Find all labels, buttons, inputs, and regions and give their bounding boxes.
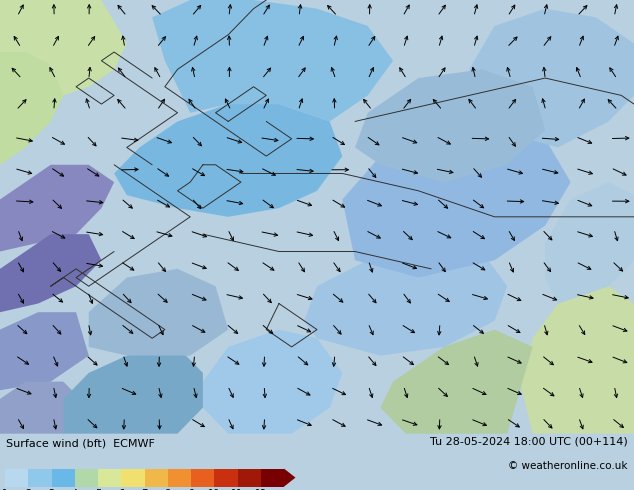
Bar bbox=[191, 468, 214, 487]
Polygon shape bbox=[152, 0, 393, 122]
Polygon shape bbox=[63, 347, 203, 434]
Text: 3: 3 bbox=[49, 489, 55, 490]
Text: 12: 12 bbox=[255, 489, 267, 490]
Polygon shape bbox=[545, 182, 634, 304]
Text: 1: 1 bbox=[2, 489, 8, 490]
Polygon shape bbox=[114, 104, 342, 217]
Polygon shape bbox=[0, 234, 101, 312]
Polygon shape bbox=[0, 312, 89, 390]
Text: 5: 5 bbox=[95, 489, 101, 490]
Polygon shape bbox=[284, 468, 295, 487]
Polygon shape bbox=[520, 286, 634, 434]
Text: 10: 10 bbox=[208, 489, 221, 490]
Bar bbox=[214, 468, 238, 487]
Bar bbox=[75, 468, 98, 487]
Bar bbox=[145, 468, 168, 487]
Polygon shape bbox=[0, 52, 63, 165]
Bar bbox=[238, 468, 261, 487]
Bar bbox=[29, 468, 51, 487]
Polygon shape bbox=[380, 330, 533, 434]
Bar bbox=[121, 468, 145, 487]
Bar bbox=[5, 468, 29, 487]
Polygon shape bbox=[0, 0, 127, 96]
Bar bbox=[168, 468, 191, 487]
Text: Surface wind (bft)  ECMWF: Surface wind (bft) ECMWF bbox=[6, 438, 155, 448]
Text: 7: 7 bbox=[141, 489, 148, 490]
Polygon shape bbox=[469, 9, 634, 147]
Text: © weatheronline.co.uk: © weatheronline.co.uk bbox=[508, 461, 628, 471]
Polygon shape bbox=[304, 243, 507, 356]
Text: Tu 28-05-2024 18:00 UTC (00+114): Tu 28-05-2024 18:00 UTC (00+114) bbox=[430, 437, 628, 446]
Polygon shape bbox=[355, 70, 545, 182]
Text: 6: 6 bbox=[119, 489, 124, 490]
Polygon shape bbox=[0, 165, 114, 251]
Text: 9: 9 bbox=[188, 489, 194, 490]
Polygon shape bbox=[342, 122, 571, 277]
Bar bbox=[51, 468, 75, 487]
Text: 8: 8 bbox=[165, 489, 171, 490]
Text: 4: 4 bbox=[72, 489, 78, 490]
Text: 2: 2 bbox=[25, 489, 32, 490]
Bar bbox=[261, 468, 284, 487]
Polygon shape bbox=[203, 330, 342, 434]
Bar bbox=[98, 468, 121, 487]
Polygon shape bbox=[0, 382, 89, 434]
Text: 11: 11 bbox=[231, 489, 243, 490]
Polygon shape bbox=[89, 269, 228, 356]
